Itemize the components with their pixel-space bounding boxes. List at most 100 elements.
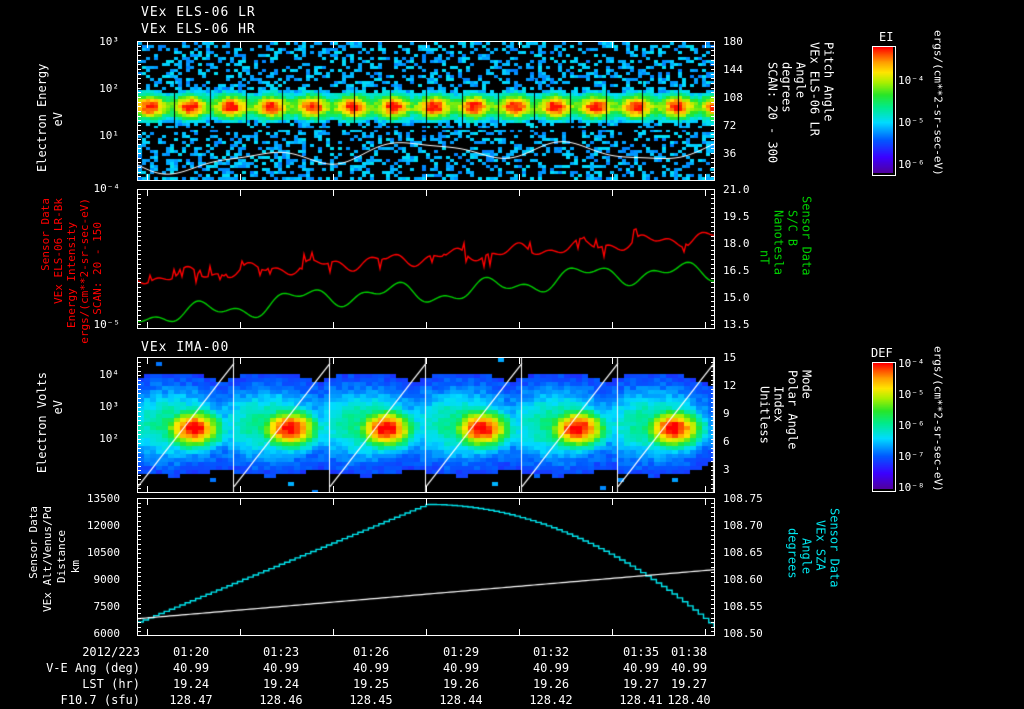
panel2-xtick <box>333 189 334 196</box>
footer-lst-6: 19.27 <box>670 677 708 691</box>
panel2-ytick-minor <box>137 250 141 251</box>
panel2-ytick-minor <box>137 306 141 307</box>
panel2-ytick-minor <box>711 198 715 199</box>
panel2-ytick-minor <box>711 264 715 265</box>
footer-row-lst: LST (hr) 19.24 19.24 19.25 19.26 19.26 1… <box>0 677 760 693</box>
panel2-right-ytick-2: 18.0 <box>723 237 750 250</box>
panel3-ytick-minor <box>137 398 141 399</box>
panel4-ytick-minor <box>711 512 715 513</box>
panel2-right-ytick-4: 15.0 <box>723 291 750 304</box>
panel2-ytick-1: 10⁻⁵ <box>93 318 121 331</box>
panel3-ytick-minor <box>711 416 715 417</box>
panel4-right-ytick-1: 108.70 <box>723 519 763 532</box>
panel4-right-label-1: VEx SZA <box>813 520 828 571</box>
panel1-right-label-0: Pitch Angle <box>821 42 836 122</box>
panel3-right-ytick-3: 6 <box>723 435 730 448</box>
panel2-xtick <box>612 189 613 196</box>
panel3-ytick-minor <box>711 479 715 480</box>
panel4-ytick-minor <box>137 572 141 573</box>
footer-ve-ang-0: 40.99 <box>172 661 210 675</box>
panel2-ytick-minor <box>711 212 715 213</box>
panel1-ytick-minor <box>137 106 141 107</box>
footer-ve-ang-2: 40.99 <box>352 661 390 675</box>
panel4-ytick-minor <box>711 585 715 586</box>
panel3-plot-area <box>137 357 715 493</box>
panel2-right-label-0: Sensor Data <box>799 196 814 276</box>
footer-time-6: 01:38 <box>670 645 708 659</box>
panel4-ytick-minor <box>137 599 141 600</box>
footer-f107-1: 128.46 <box>259 693 303 707</box>
panel4-ytick-5: 6000 <box>93 627 121 640</box>
panel3-ytick-2: 10² <box>99 432 119 445</box>
panel3-ytick-minor <box>711 434 715 435</box>
panel2-ytick-minor <box>711 208 715 209</box>
panel4-ytick-minor <box>711 581 715 582</box>
panel2-ytick-minor <box>137 236 141 237</box>
panel4-ytick-minor <box>711 535 715 536</box>
panel3-ytick-minor <box>711 470 715 471</box>
footer-lst-3: 19.26 <box>442 677 480 691</box>
panel3-ytick-minor <box>711 402 715 403</box>
panel1-ytick-minor <box>711 120 715 121</box>
panel1-ytick-minor <box>137 167 141 168</box>
panel3-xtick <box>240 486 241 493</box>
panel3-ytick-minor <box>137 448 141 449</box>
panel3-ytick-minor <box>137 439 141 440</box>
panel3-xtick <box>240 357 241 364</box>
panel3-ytick-minor <box>711 407 715 408</box>
panel1-ytick-minor <box>711 148 715 149</box>
panel4-ytick-minor <box>137 608 141 609</box>
footer-row-label-date: 2012/223 <box>82 645 140 659</box>
panel3-left-axis-label: Electron Volts <box>35 372 49 473</box>
footer-time-0: 01:20 <box>172 645 210 659</box>
panel2-ytick-minor <box>711 282 715 283</box>
panel2-plot-area <box>137 189 715 329</box>
panel1-ytick-minor <box>711 158 715 159</box>
panel4-ytick-minor <box>137 585 141 586</box>
panel3-ytick-minor <box>711 411 715 412</box>
panel3-xtick <box>519 486 520 493</box>
panel1-ytick-minor <box>137 153 141 154</box>
panel4-ytick-minor <box>711 595 715 596</box>
panel3-ytick-minor <box>137 375 141 376</box>
panel3-ytick-minor <box>711 475 715 476</box>
panel1-xtick <box>612 41 613 48</box>
panel2-ytick-minor <box>137 194 141 195</box>
panel1-xtick <box>240 174 241 181</box>
panel1-ytick-minor <box>137 172 141 173</box>
footer-lst-4: 19.26 <box>532 677 570 691</box>
panel2-ytick-minor <box>711 259 715 260</box>
panel1-ytick-minor <box>137 111 141 112</box>
panel1-ytick-0: 10³ <box>99 35 119 48</box>
panel2-xtick <box>240 189 241 196</box>
panel1-ytick-minor <box>711 144 715 145</box>
footer-time-1: 01:23 <box>262 645 300 659</box>
panel4-ytick-minor <box>711 549 715 550</box>
panel2-ytick-minor <box>137 240 141 241</box>
panel1-xtick <box>426 41 427 48</box>
footer-row-label-lst: LST (hr) <box>82 677 140 691</box>
footer-time-4: 01:32 <box>532 645 570 659</box>
panel3-ytick-minor <box>137 389 141 390</box>
panel1-right-ytick-2: 108 <box>723 91 743 104</box>
panel3-ytick-minor <box>711 366 715 367</box>
panel1-ytick-minor <box>711 162 715 163</box>
panel2-xtick <box>426 322 427 329</box>
panel2-right-label-1: S/C B <box>785 210 800 247</box>
panel4-xtick <box>426 498 427 505</box>
panel2-ytick-minor <box>711 320 715 321</box>
panel1-xtick <box>240 41 241 48</box>
footer-row-f107: F10.7 (sfu) 128.47 128.46 128.45 128.44 … <box>0 693 760 709</box>
panel4-ytick-minor <box>711 526 715 527</box>
panel3-ytick-minor <box>137 430 141 431</box>
panel1-ytick-minor <box>711 139 715 140</box>
panel2-xtick <box>147 189 148 196</box>
panel1-right-ytick-1: 144 <box>723 63 743 76</box>
panel3-ytick-minor <box>137 420 141 421</box>
panel3-colorbar-tick-0: 10⁻⁴ <box>898 357 925 370</box>
panel3-xtick <box>333 486 334 493</box>
panel4-ytick-minor <box>711 567 715 568</box>
panel1-ytick-minor <box>711 111 715 112</box>
panel3-right-label-3: Unitless <box>757 386 772 444</box>
panel3-ytick-minor <box>711 452 715 453</box>
